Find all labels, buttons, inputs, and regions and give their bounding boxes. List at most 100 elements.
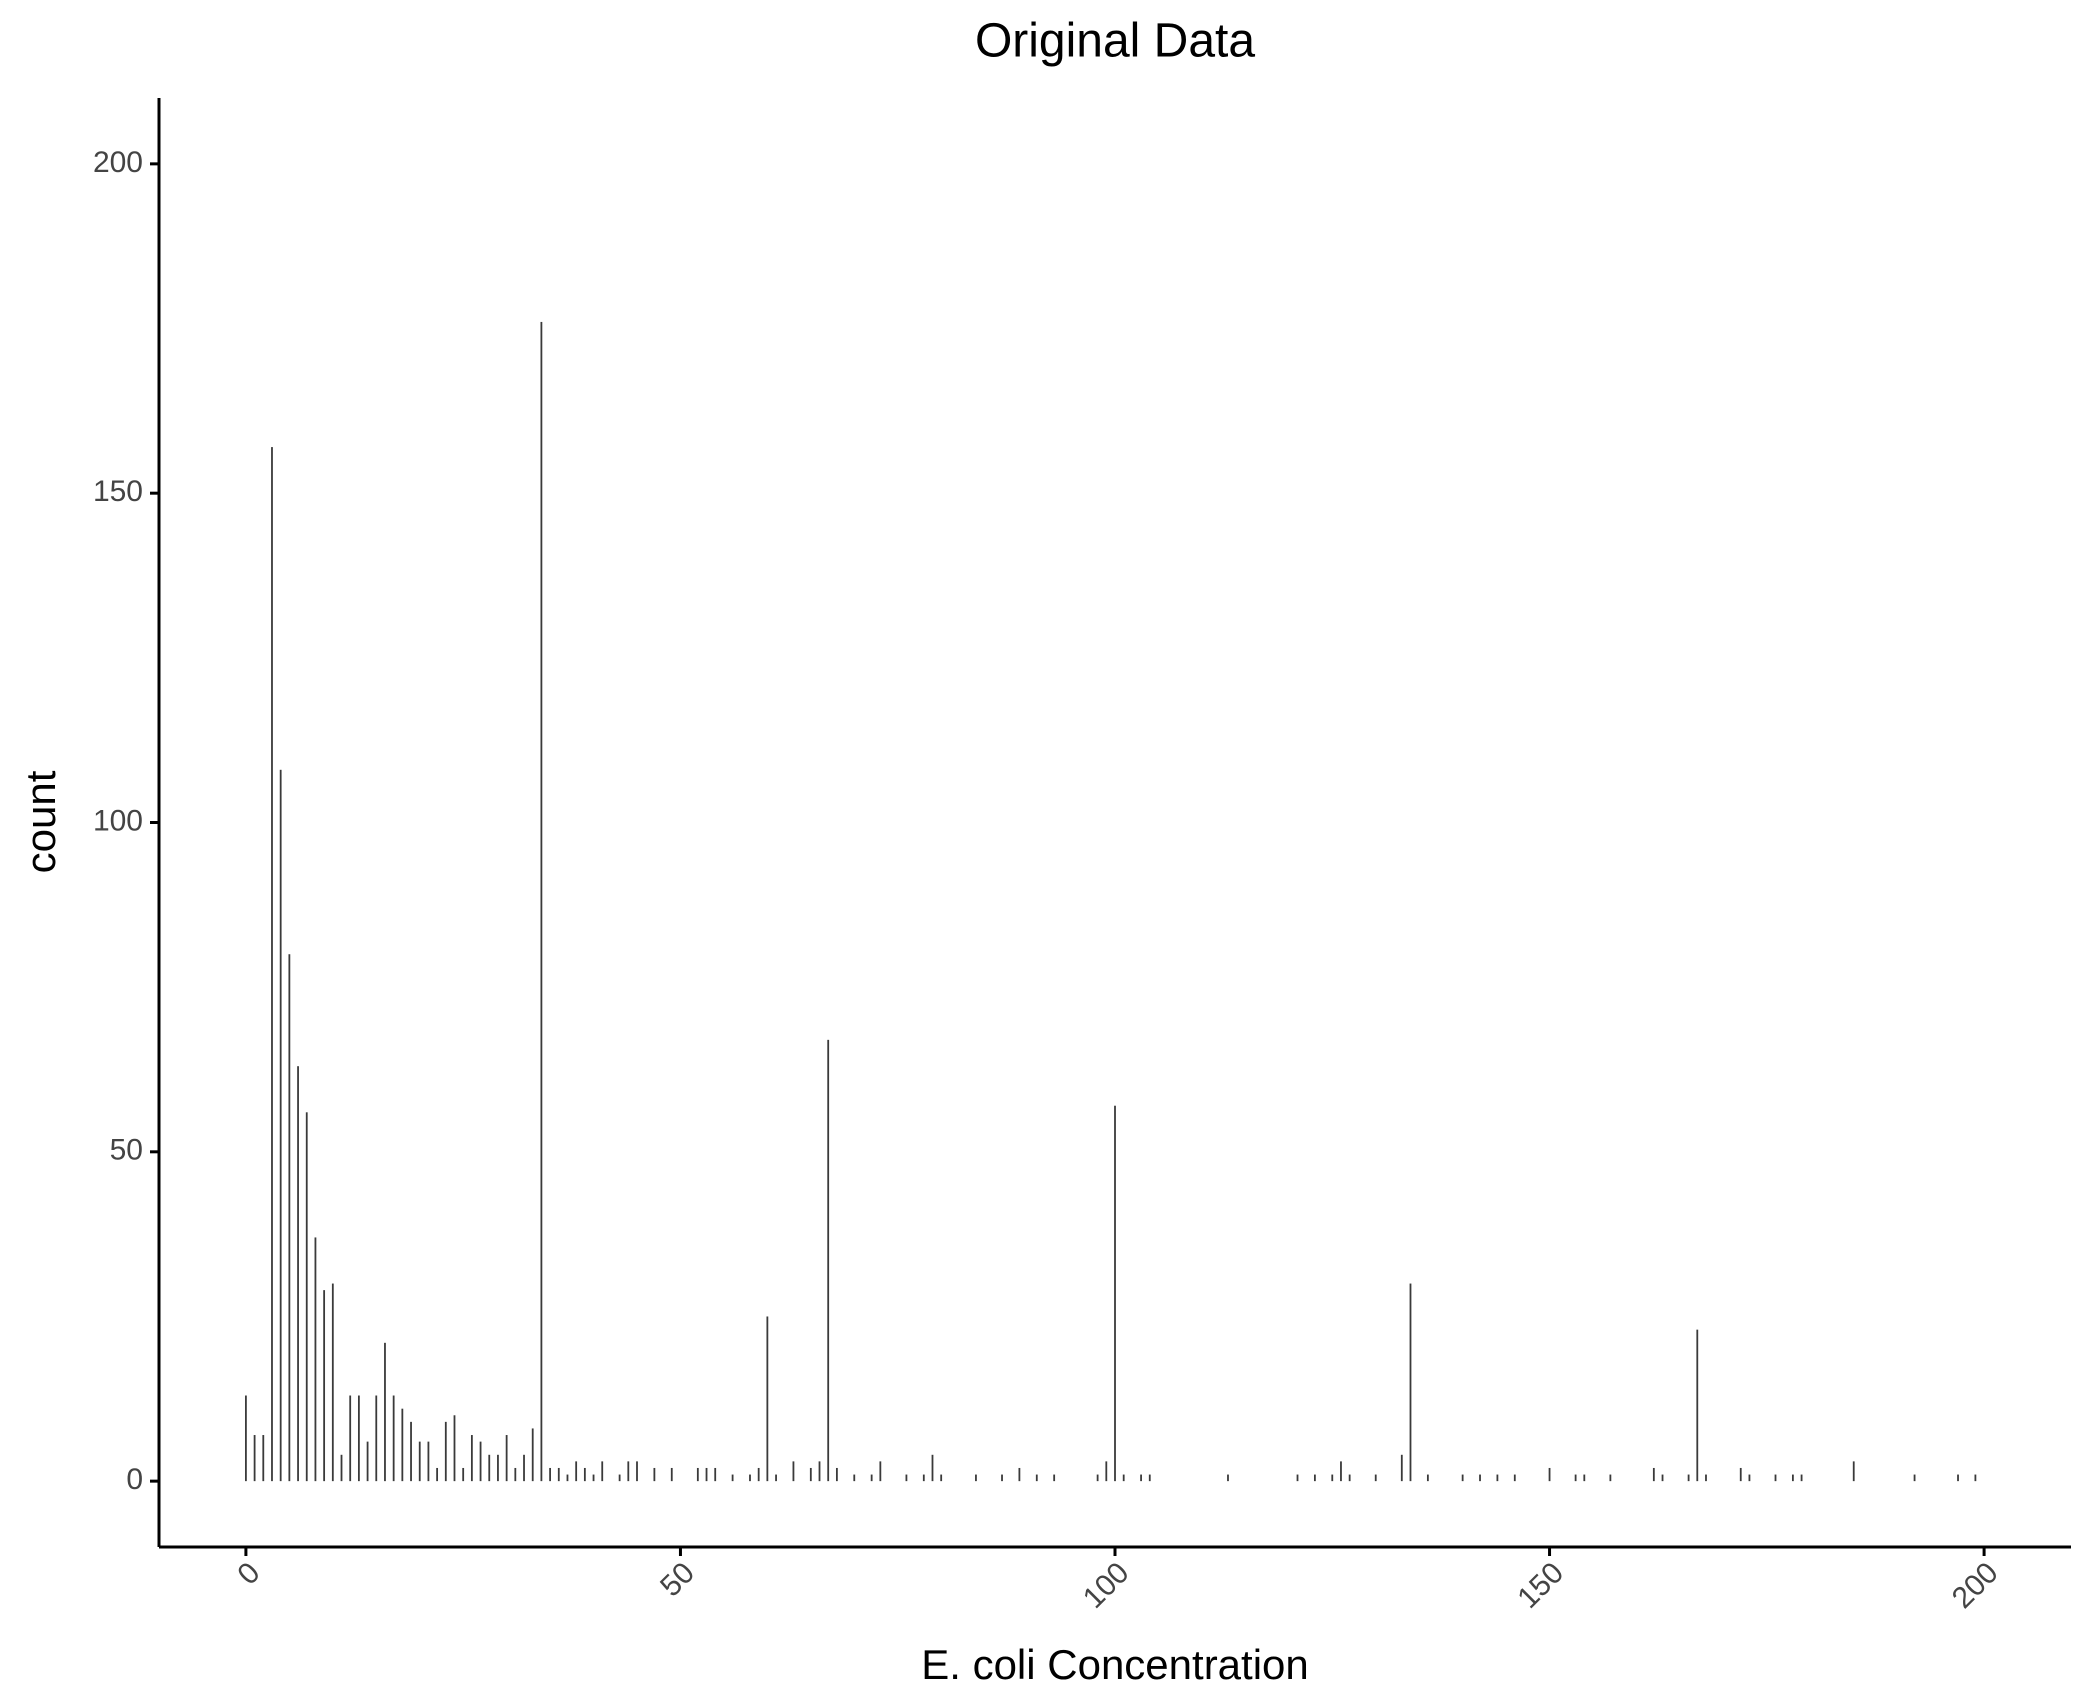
- bar: [905, 1474, 908, 1482]
- bar: [1096, 1474, 1099, 1482]
- bar: [1461, 1474, 1464, 1482]
- bar: [436, 1467, 439, 1482]
- bar: [418, 1441, 421, 1482]
- bar: [1513, 1474, 1516, 1482]
- bar: [1957, 1474, 1959, 1482]
- bar: [1331, 1474, 1334, 1482]
- bar: [297, 1066, 299, 1482]
- bar: [601, 1461, 604, 1482]
- bar: [1705, 1474, 1707, 1482]
- bar: [1035, 1474, 1038, 1482]
- bar: [1374, 1474, 1377, 1482]
- bar: [1148, 1474, 1151, 1482]
- bar: [1140, 1474, 1142, 1482]
- bar: [1409, 1283, 1412, 1482]
- bar: [575, 1461, 578, 1482]
- bar: [1227, 1474, 1229, 1482]
- bar: [627, 1461, 630, 1482]
- bar: [314, 1237, 317, 1482]
- bar: [879, 1461, 882, 1482]
- bar: [670, 1467, 673, 1482]
- bar: [1791, 1474, 1794, 1482]
- bar: [410, 1421, 412, 1482]
- bar: [1496, 1474, 1499, 1482]
- bar: [462, 1467, 465, 1482]
- bar: [505, 1435, 508, 1482]
- bar: [1348, 1474, 1351, 1482]
- bar: [1105, 1461, 1108, 1482]
- bar: [696, 1467, 699, 1482]
- x-tick-label: 100: [1077, 1556, 1136, 1615]
- bar: [531, 1428, 534, 1482]
- bar: [392, 1395, 395, 1482]
- x-tick-label: 150: [1511, 1556, 1570, 1615]
- chart-title: Original Data: [975, 15, 1255, 68]
- bar: [1426, 1474, 1429, 1482]
- x-tick-label: 200: [1946, 1556, 2005, 1615]
- bar: [870, 1474, 873, 1482]
- bar: [1296, 1474, 1299, 1482]
- bar: [540, 321, 543, 1482]
- bar: [366, 1441, 369, 1482]
- bar: [427, 1441, 430, 1482]
- bar: [835, 1467, 838, 1482]
- bar: [331, 1283, 334, 1482]
- y-tick-label: 150: [93, 475, 143, 508]
- x-tick-label: 50: [654, 1556, 701, 1603]
- x-axis-label: E. coli Concentration: [921, 1641, 1309, 1688]
- bar: [592, 1474, 595, 1482]
- bar: [1313, 1474, 1316, 1482]
- bar: [766, 1316, 769, 1482]
- bar: [1696, 1329, 1699, 1482]
- bar: [818, 1461, 821, 1482]
- bar: [1852, 1461, 1855, 1482]
- bar: [618, 1474, 621, 1482]
- bar: [497, 1454, 499, 1482]
- bar: [444, 1421, 447, 1482]
- bar: [853, 1474, 856, 1482]
- bar: [1609, 1474, 1612, 1482]
- y-axis-label: count: [17, 770, 64, 873]
- bar: [1687, 1474, 1690, 1482]
- bar: [775, 1474, 777, 1482]
- bar: [792, 1461, 795, 1482]
- bar: [401, 1408, 404, 1482]
- bar: [827, 1039, 830, 1482]
- bar: [1114, 1105, 1116, 1482]
- y-tick-label: 50: [110, 1134, 143, 1167]
- bar: [809, 1467, 812, 1482]
- bar: [279, 769, 282, 1482]
- bar: [566, 1474, 569, 1482]
- bar: [1053, 1474, 1056, 1482]
- bar: [1652, 1467, 1655, 1482]
- bar: [583, 1467, 586, 1482]
- bar: [488, 1454, 491, 1482]
- x-tick-label: 0: [231, 1556, 266, 1591]
- bar: [1122, 1474, 1125, 1482]
- y-tick-label: 100: [93, 804, 143, 837]
- y-tick-label: 0: [126, 1463, 143, 1496]
- bar: [1974, 1474, 1977, 1482]
- bar: [1774, 1474, 1777, 1482]
- bar: [357, 1395, 360, 1482]
- bar: [1548, 1467, 1551, 1482]
- bar: [340, 1454, 343, 1482]
- bar: [549, 1467, 551, 1482]
- bar: [1001, 1474, 1003, 1482]
- bar: [523, 1454, 525, 1482]
- bar: [384, 1342, 386, 1482]
- bar: [262, 1435, 265, 1482]
- bar: [470, 1435, 473, 1482]
- bar: [323, 1290, 326, 1482]
- bar: [636, 1461, 638, 1482]
- bar: [757, 1467, 760, 1482]
- bar: [749, 1474, 751, 1482]
- bar: [1661, 1474, 1664, 1482]
- bar: [557, 1467, 560, 1482]
- bar: [288, 954, 291, 1482]
- bar: [271, 447, 273, 1482]
- bar: [940, 1474, 943, 1482]
- bar: [1018, 1467, 1021, 1482]
- bar: [1340, 1461, 1342, 1482]
